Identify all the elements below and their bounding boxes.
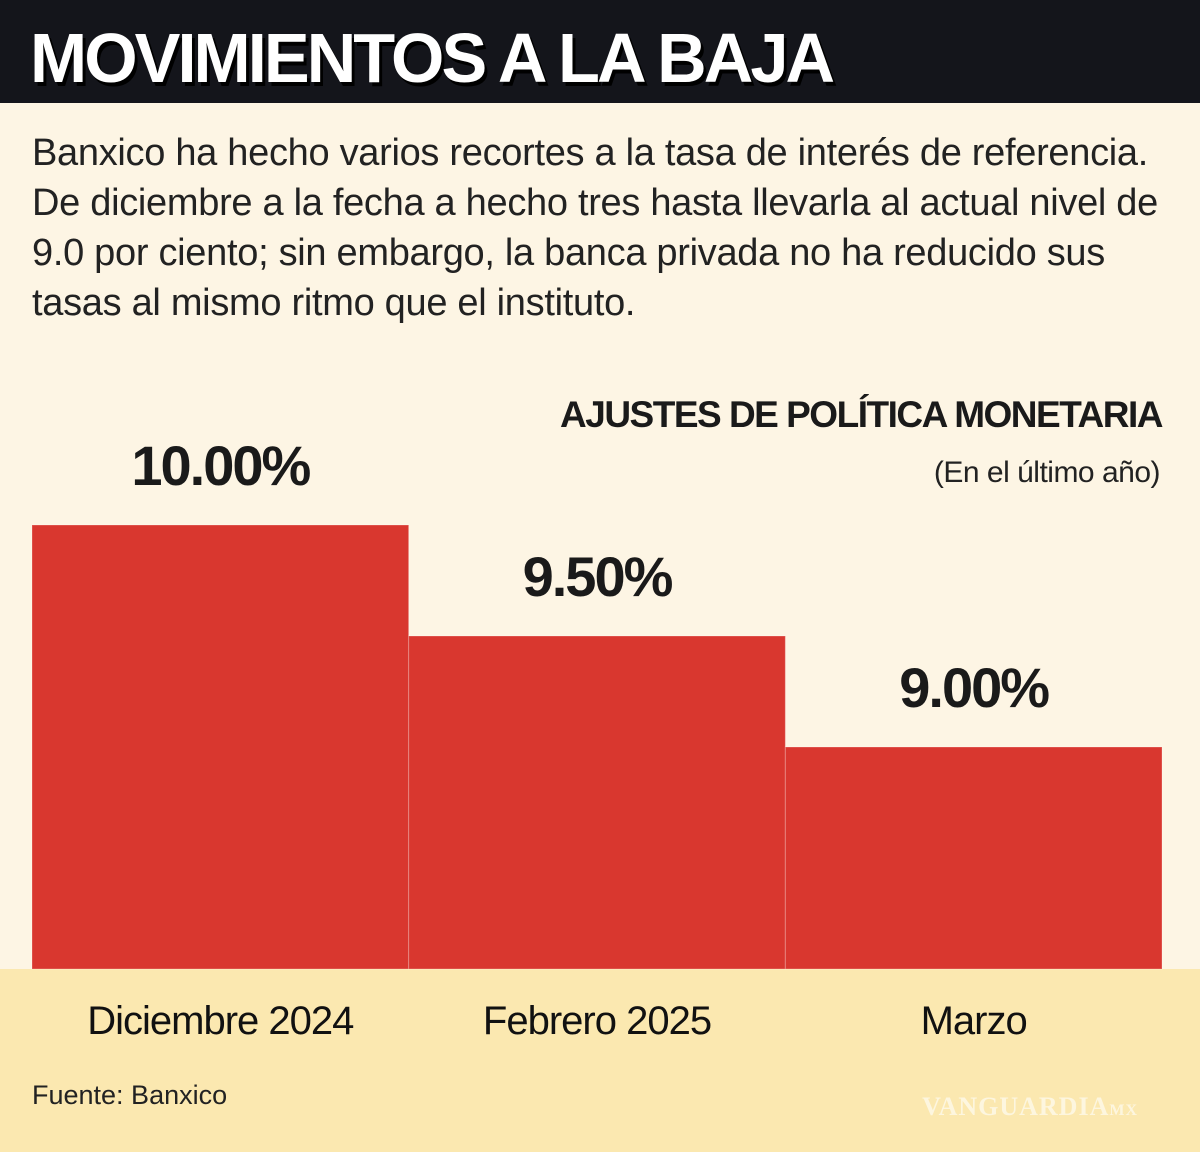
page-title: MOVIMIENTOS A LA BAJA	[30, 19, 835, 97]
chart-subtitle: (En el último año)	[933, 456, 1161, 489]
data-label: 10.00%	[131, 434, 310, 497]
category-label: Marzo	[921, 999, 1027, 1043]
category-label: Febrero 2025	[483, 999, 711, 1043]
chart-title: AJUSTES DE POLÍTICA MONETARIA	[560, 394, 1163, 435]
bar-2	[784, 746, 1163, 970]
data-label: 9.00%	[899, 656, 1049, 719]
category-label: Diciembre 2024	[87, 999, 354, 1043]
watermark-logo: VANGUARDIAMX	[922, 1092, 1138, 1121]
bar-1	[408, 635, 786, 970]
data-label: 9.50%	[523, 545, 673, 608]
header-bar: MOVIMIENTOS A LA BAJA	[0, 0, 1200, 103]
footer-band	[0, 969, 1200, 1152]
description-text: Banxico ha hecho varios recortes a la ta…	[32, 132, 1158, 324]
source-note: Fuente: Banxico	[32, 1080, 228, 1110]
bar-0	[31, 524, 410, 970]
